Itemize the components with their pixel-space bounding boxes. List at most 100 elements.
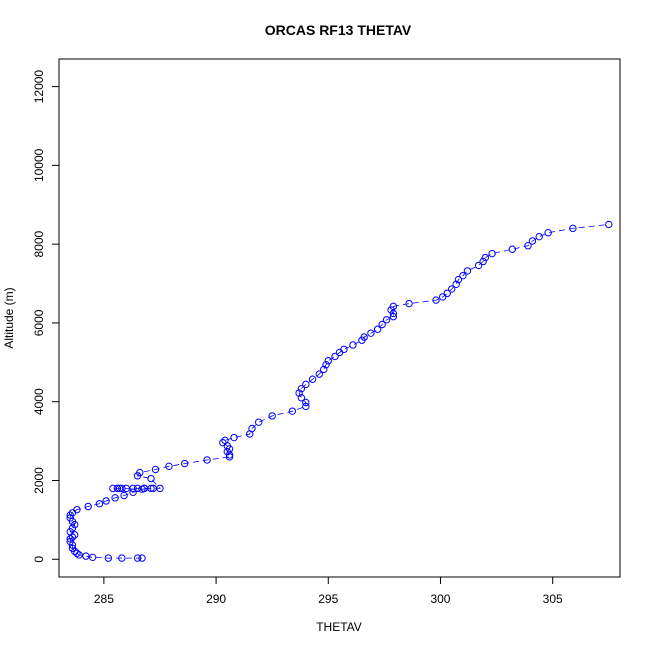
data-point <box>382 316 391 324</box>
data-point <box>340 345 348 354</box>
data-point <box>66 511 74 519</box>
data-point <box>120 491 128 500</box>
data-point <box>324 357 332 365</box>
data-point <box>230 433 238 442</box>
x-tick-label: 300 <box>430 592 450 606</box>
data-point <box>443 289 451 298</box>
data-point <box>463 267 472 275</box>
data-point <box>113 484 122 493</box>
data-point <box>297 385 306 393</box>
x-axis: 285 290 295 300 305 <box>94 576 563 606</box>
data-point <box>479 257 487 266</box>
chart-title: ORCAS RF13 THETAV <box>265 22 412 38</box>
data-point <box>288 407 297 415</box>
data-point <box>535 232 543 241</box>
data-point <box>454 275 463 284</box>
data-point <box>255 418 263 426</box>
data-point <box>349 341 357 349</box>
data-point <box>140 484 148 493</box>
y-axis: 0 2000 4000 6000 8000 10000 12000 <box>32 70 60 563</box>
y-tick-label: 10000 <box>32 148 46 182</box>
data-point <box>432 296 440 304</box>
data-point <box>569 224 577 233</box>
data-point <box>73 549 81 558</box>
data-point <box>248 424 256 433</box>
data-point <box>524 242 532 250</box>
data-point <box>268 412 276 420</box>
data-point <box>367 329 375 337</box>
data-point <box>452 280 460 289</box>
data-point <box>66 537 74 546</box>
data-point <box>122 484 131 493</box>
data-point <box>508 245 516 253</box>
data-point <box>439 293 447 301</box>
y-tick-label: 8000 <box>32 230 46 257</box>
data-point <box>378 320 386 329</box>
data-point <box>221 436 229 445</box>
data-point <box>180 459 189 468</box>
data-point <box>302 398 310 407</box>
data-point <box>302 402 310 411</box>
data-point <box>129 488 137 497</box>
data-point <box>481 253 490 262</box>
data-point <box>459 271 467 280</box>
data-point <box>136 468 144 477</box>
y-tick-label: 12000 <box>32 70 46 104</box>
data-point <box>308 375 317 383</box>
data-point <box>302 380 310 389</box>
data-point <box>73 505 81 514</box>
data-point <box>389 302 398 311</box>
data-point <box>118 484 126 493</box>
data-point <box>111 494 119 502</box>
data-point <box>488 249 496 258</box>
data-point <box>165 462 173 471</box>
data-point <box>84 502 92 511</box>
data-point <box>138 554 146 562</box>
data-point <box>474 261 483 270</box>
data-point <box>295 389 303 397</box>
data-point <box>68 544 77 552</box>
data-point <box>109 484 117 493</box>
data-point <box>373 325 382 333</box>
y-tick-label: 0 <box>32 556 46 563</box>
data-point <box>315 370 324 378</box>
data-point <box>95 500 104 508</box>
series-line <box>69 224 609 559</box>
data-point <box>203 456 211 464</box>
data-point <box>544 229 552 237</box>
x-tick-label: 290 <box>206 592 226 606</box>
data-point <box>75 551 83 559</box>
y-tick-label: 6000 <box>32 309 46 336</box>
data-point <box>405 299 413 308</box>
y-tick-label: 4000 <box>32 388 46 415</box>
x-tick-label: 285 <box>94 592 114 606</box>
data-point <box>528 237 537 245</box>
data-point <box>297 394 306 402</box>
data-point <box>104 554 113 562</box>
x-tick-label: 305 <box>543 592 563 606</box>
data-point <box>331 352 339 361</box>
data-point <box>147 474 155 483</box>
data-point <box>156 484 164 493</box>
data-point <box>118 554 126 562</box>
y-tick-label: 2000 <box>32 467 46 494</box>
data-point <box>322 360 330 369</box>
data-points <box>66 220 613 562</box>
data-point <box>82 552 90 560</box>
data-point <box>133 554 142 562</box>
plot-frame <box>58 58 621 578</box>
data-point <box>88 553 97 562</box>
data-point <box>151 465 160 474</box>
data-point <box>66 535 74 543</box>
x-tick-label: 295 <box>318 592 338 606</box>
data-point <box>448 285 456 293</box>
data-point <box>360 333 368 341</box>
y-axis-label: Altitude (m) <box>2 287 16 348</box>
x-axis-label: THETAV <box>316 620 362 634</box>
data-point <box>605 220 613 229</box>
data-point <box>389 312 398 321</box>
data-point <box>320 365 328 374</box>
data-point <box>102 497 110 505</box>
data-point <box>219 438 227 447</box>
